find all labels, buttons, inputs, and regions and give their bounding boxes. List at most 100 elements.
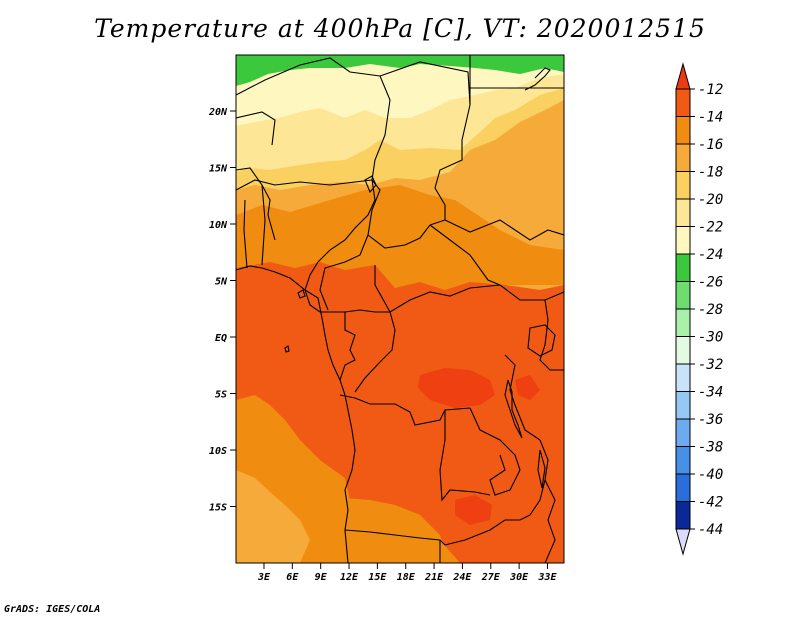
border-car-southsudan	[429, 224, 501, 286]
border-car-cameroon	[319, 234, 369, 311]
lake-victoria	[527, 324, 556, 357]
border-benin-nigeria	[261, 184, 266, 266]
colorbar-label: -40	[698, 467, 723, 483]
border-niger-libya	[379, 61, 471, 106]
border-car-drc	[374, 265, 501, 313]
colorbar-label: -32	[698, 357, 723, 373]
border-drc-zambia	[469, 407, 521, 496]
border-burkina-benin	[236, 167, 276, 241]
colorbar-swatch	[675, 171, 691, 200]
longitude-axis: 3E 6E 9E 12E 15E 18E 21E 24E 27E 30E 33E	[257, 563, 557, 583]
colorbar-label: -16	[698, 137, 723, 153]
border-zambia-zimbabwe	[444, 514, 531, 546]
colorbar-label: -30	[698, 330, 723, 346]
border-chad-car	[367, 179, 431, 249]
colorbar-label: -22	[698, 220, 723, 236]
colorbar-swatch	[675, 391, 691, 420]
border-gabon-congo	[339, 312, 356, 381]
colorbar-swatch	[675, 88, 691, 117]
lon-tick-label: 18E	[397, 572, 416, 583]
border-congo-drc	[354, 311, 396, 393]
colorbar-swatch	[675, 501, 691, 530]
colorbar-label: -26	[698, 275, 723, 291]
coastline-red-sea	[524, 67, 551, 91]
colorbar-label: -34	[698, 385, 723, 401]
colorbar-swatch	[675, 418, 691, 447]
border-algeria-niger	[236, 57, 381, 96]
latitude-axis: 20N 15N 10N 5N EQ 5S 10S 15S	[208, 107, 236, 514]
colorbar-label: -18	[698, 165, 723, 181]
field-m11-patch-3	[515, 375, 540, 400]
lon-tick-label: 3E	[257, 572, 271, 583]
footer-credit: GrADS: IGES/COLA	[4, 604, 101, 615]
lat-tick-label: 10S	[209, 446, 227, 457]
border-uganda-kenya	[539, 299, 564, 371]
border-southsudan-uganda	[499, 284, 564, 301]
lon-tick-label: 12E	[340, 572, 359, 583]
lon-tick-label: 27E	[481, 572, 501, 583]
colorbar: -12 -14 -16 -18 -20 -22 -24 -26 -28 -30 -32 -34 -36 -…	[675, 62, 723, 556]
border-togo-ghana	[243, 199, 248, 269]
colorbar-swatch	[675, 363, 691, 392]
temperature-field	[236, 55, 564, 563]
border-mozambique	[544, 479, 556, 563]
border-sudan-southsudan	[444, 219, 564, 241]
lon-tick-label: 33E	[537, 572, 557, 583]
field-m11-patch-1	[418, 368, 495, 408]
field-m22	[236, 55, 564, 126]
colorbar-bottom-arrow	[675, 528, 691, 556]
colorbar-label: -24	[698, 247, 723, 263]
colorbar-label: -36	[698, 412, 723, 428]
lon-tick-label: 9E	[315, 572, 328, 583]
border-mali-niger	[236, 111, 276, 146]
colorbar-label: -28	[698, 302, 723, 318]
border-chad-sudan	[429, 104, 471, 226]
field-m16-southwest	[236, 470, 310, 563]
lon-tick-label: 24E	[452, 572, 472, 583]
lon-tick-label: 6E	[286, 572, 299, 583]
field-m24-green	[236, 55, 564, 86]
lat-tick-label: 10N	[209, 220, 228, 231]
island-saotome	[284, 345, 290, 353]
lat-tick-label: 20N	[208, 107, 228, 118]
colorbar-label: -20	[698, 192, 723, 208]
lon-tick-label: 21E	[424, 572, 444, 583]
colorbar-swatch	[675, 473, 691, 502]
colorbar-swatch	[675, 281, 691, 310]
colorbar-swatch	[675, 143, 691, 172]
lake-chad	[364, 175, 377, 194]
border-nigeria-cameroon	[304, 179, 376, 291]
colorbar-swatch	[675, 253, 691, 282]
border-drc-angola-north	[339, 394, 471, 426]
border-niger-nigeria	[236, 179, 373, 191]
map-frame	[235, 54, 565, 564]
colorbar-swatch	[675, 308, 691, 337]
colorbar-top-arrow	[675, 62, 691, 90]
colorbar-label: -38	[698, 440, 723, 456]
border-niger-chad	[371, 75, 391, 181]
field-m14-south-center	[340, 500, 450, 563]
lon-tick-label: 30E	[509, 572, 529, 583]
colorbar-swatch	[675, 198, 691, 227]
island-bioko	[297, 289, 306, 299]
colorbar-label: -14	[698, 110, 723, 126]
lat-tick-label: EQ	[215, 333, 227, 344]
country-borders	[236, 55, 564, 563]
lat-tick-label: 15S	[209, 503, 227, 514]
lake-tanganyika	[504, 379, 523, 439]
colorbar-label: -12	[698, 82, 723, 98]
colorbar-swatch	[675, 446, 691, 475]
chart-title: Temperature at 400hPa [C], VT: 202001251…	[94, 14, 706, 43]
colorbar-swatch	[675, 116, 691, 145]
lon-tick-label: 15E	[368, 572, 387, 583]
lake-malawi	[537, 449, 546, 489]
border-angola-zambia	[439, 410, 491, 502]
lat-tick-label: 15N	[209, 164, 228, 175]
border-angola-namibia	[344, 529, 446, 546]
colorbar-swatch	[675, 336, 691, 365]
lat-tick-label: 5N	[215, 277, 228, 288]
field-m11-patch-2	[455, 495, 492, 525]
coastline-west	[236, 265, 356, 563]
colorbar-swatch	[675, 226, 691, 255]
